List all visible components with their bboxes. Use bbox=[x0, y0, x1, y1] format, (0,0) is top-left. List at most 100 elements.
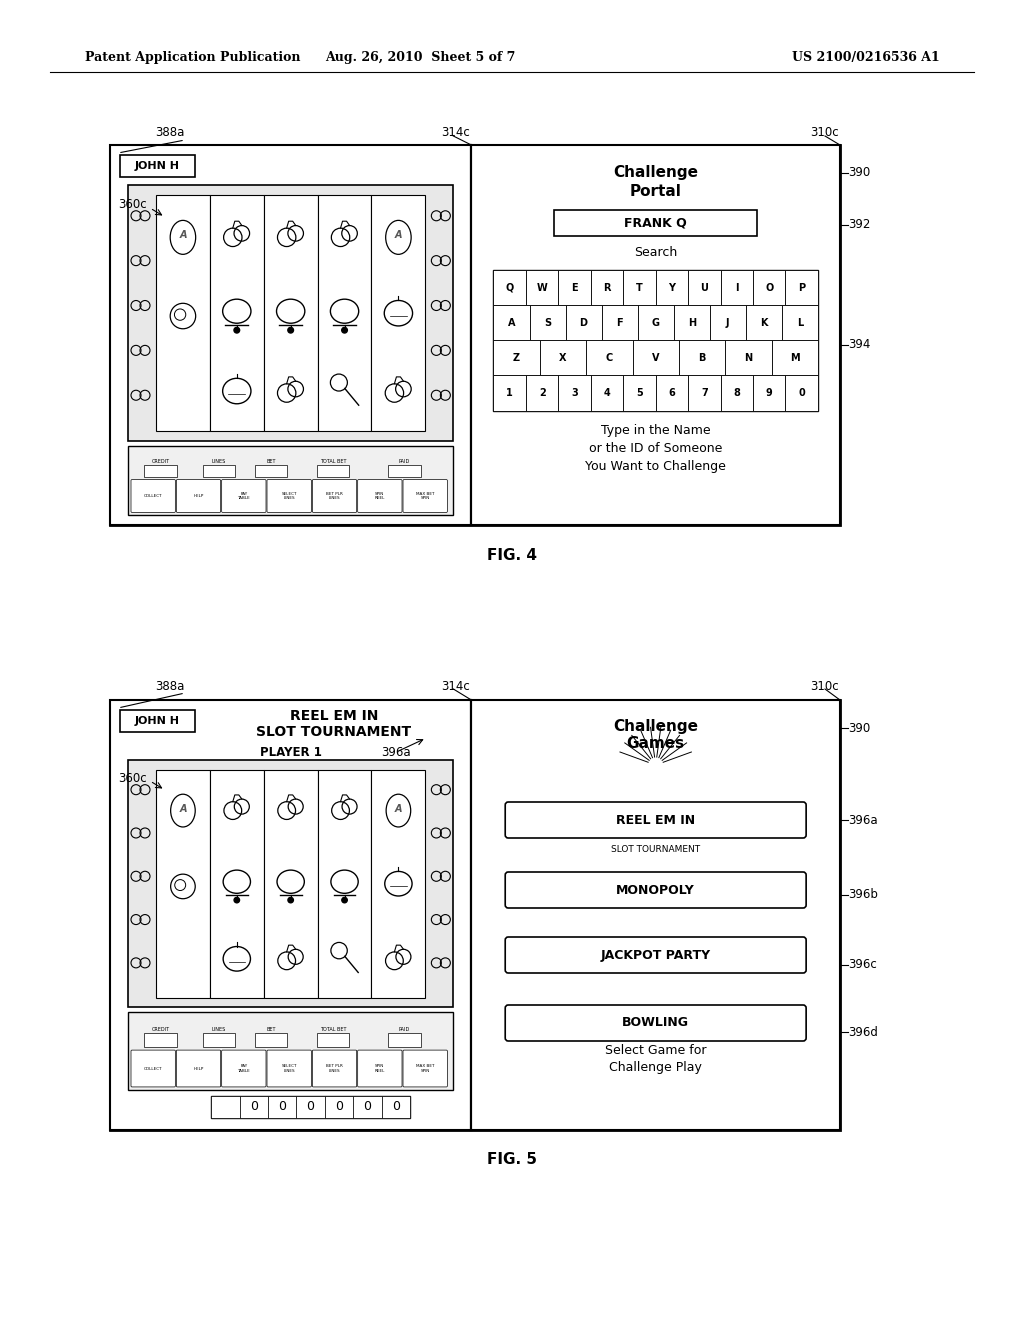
Text: Portal: Portal bbox=[630, 183, 682, 198]
Bar bbox=[264, 195, 317, 432]
Bar bbox=[128, 185, 454, 441]
Text: 388a: 388a bbox=[155, 127, 184, 140]
Text: U: U bbox=[700, 282, 709, 293]
Text: REEL EM IN: REEL EM IN bbox=[616, 813, 695, 826]
Text: 0: 0 bbox=[799, 388, 805, 399]
Text: PAID: PAID bbox=[399, 459, 411, 463]
Text: BET: BET bbox=[266, 459, 275, 463]
Bar bbox=[471, 700, 840, 1130]
Bar bbox=[725, 341, 771, 375]
FancyBboxPatch shape bbox=[505, 803, 806, 838]
Text: N: N bbox=[744, 352, 753, 363]
Text: 360c: 360c bbox=[118, 198, 146, 211]
Circle shape bbox=[342, 327, 347, 333]
Text: BET PLR
LINES: BET PLR LINES bbox=[326, 1064, 343, 1073]
Bar bbox=[144, 1034, 177, 1047]
Text: A: A bbox=[394, 804, 402, 813]
Text: TOTAL BET: TOTAL BET bbox=[319, 459, 346, 463]
Text: HELP: HELP bbox=[194, 494, 204, 498]
Bar bbox=[203, 1034, 236, 1047]
Bar bbox=[624, 375, 655, 411]
Text: 4: 4 bbox=[603, 388, 610, 399]
Text: MAX BET
SPIN: MAX BET SPIN bbox=[416, 491, 434, 500]
Bar bbox=[128, 446, 454, 515]
Bar bbox=[785, 271, 818, 305]
Bar bbox=[264, 770, 317, 998]
Text: Type in the Name: Type in the Name bbox=[601, 424, 711, 437]
Text: G: G bbox=[651, 318, 659, 327]
Bar bbox=[674, 305, 710, 341]
Text: O: O bbox=[765, 282, 773, 293]
Text: 396a: 396a bbox=[381, 746, 411, 759]
Text: BET: BET bbox=[266, 1027, 275, 1032]
Bar bbox=[388, 1034, 421, 1047]
Bar bbox=[529, 305, 565, 341]
Bar bbox=[128, 1012, 454, 1090]
Bar bbox=[128, 760, 454, 1007]
Bar bbox=[110, 145, 840, 525]
Bar bbox=[655, 271, 688, 305]
Bar bbox=[591, 375, 624, 411]
Text: JOHN H: JOHN H bbox=[135, 161, 180, 172]
Bar bbox=[494, 271, 526, 305]
Text: 5: 5 bbox=[636, 388, 643, 399]
Text: 2: 2 bbox=[539, 388, 546, 399]
Bar bbox=[494, 375, 526, 411]
Text: F: F bbox=[616, 318, 623, 327]
Bar bbox=[388, 465, 421, 477]
Text: 0: 0 bbox=[306, 1101, 314, 1113]
FancyBboxPatch shape bbox=[176, 1051, 220, 1086]
Text: M: M bbox=[790, 352, 800, 363]
Bar bbox=[526, 271, 558, 305]
Bar bbox=[203, 465, 236, 477]
FancyBboxPatch shape bbox=[131, 1051, 175, 1086]
Text: 7: 7 bbox=[701, 388, 708, 399]
Bar bbox=[120, 154, 195, 177]
Text: D: D bbox=[580, 318, 588, 327]
Bar bbox=[325, 1096, 353, 1118]
Bar bbox=[317, 770, 372, 998]
Bar bbox=[558, 271, 591, 305]
FancyBboxPatch shape bbox=[312, 479, 356, 512]
Text: SLOT TOURNAMENT: SLOT TOURNAMENT bbox=[611, 845, 700, 854]
Text: 396b: 396b bbox=[848, 888, 878, 902]
Bar bbox=[558, 375, 591, 411]
Text: SELECT
LINES: SELECT LINES bbox=[282, 1064, 297, 1073]
Text: US 2100/0216536 A1: US 2100/0216536 A1 bbox=[793, 51, 940, 65]
Text: LINES: LINES bbox=[212, 459, 226, 463]
Text: I: I bbox=[735, 282, 738, 293]
Text: PAY
TABLE: PAY TABLE bbox=[238, 1064, 250, 1073]
Bar bbox=[110, 700, 471, 1130]
Text: FRANK Q: FRANK Q bbox=[625, 216, 687, 230]
Text: 0: 0 bbox=[335, 1101, 343, 1113]
Bar bbox=[156, 770, 210, 998]
Bar bbox=[745, 305, 782, 341]
Text: 392: 392 bbox=[848, 219, 870, 231]
Text: A: A bbox=[179, 231, 186, 240]
Text: 314c: 314c bbox=[441, 127, 470, 140]
Text: MAX BET
SPIN: MAX BET SPIN bbox=[416, 1064, 434, 1073]
Text: CREDIT: CREDIT bbox=[152, 459, 170, 463]
Bar bbox=[785, 375, 818, 411]
Text: LINES: LINES bbox=[212, 1027, 226, 1032]
Bar bbox=[110, 700, 840, 1130]
Bar bbox=[753, 271, 785, 305]
Text: COLLECT: COLLECT bbox=[143, 1067, 163, 1071]
Bar bbox=[638, 305, 674, 341]
Text: 388a: 388a bbox=[155, 680, 184, 693]
FancyBboxPatch shape bbox=[403, 1051, 447, 1086]
Bar bbox=[316, 465, 349, 477]
Text: PAY
TABLE: PAY TABLE bbox=[238, 491, 250, 500]
Bar bbox=[602, 305, 638, 341]
Bar bbox=[120, 710, 195, 733]
Text: MONOPOLY: MONOPOLY bbox=[616, 883, 695, 896]
Text: J: J bbox=[726, 318, 729, 327]
Text: 0: 0 bbox=[250, 1101, 258, 1113]
Text: 394: 394 bbox=[848, 338, 870, 351]
Text: PLAYER 1: PLAYER 1 bbox=[260, 746, 322, 759]
Text: 1: 1 bbox=[506, 388, 513, 399]
Text: 360c: 360c bbox=[118, 771, 146, 784]
Text: 3: 3 bbox=[571, 388, 578, 399]
Text: SLOT TOURNAMENT: SLOT TOURNAMENT bbox=[256, 725, 412, 739]
Circle shape bbox=[342, 898, 347, 903]
